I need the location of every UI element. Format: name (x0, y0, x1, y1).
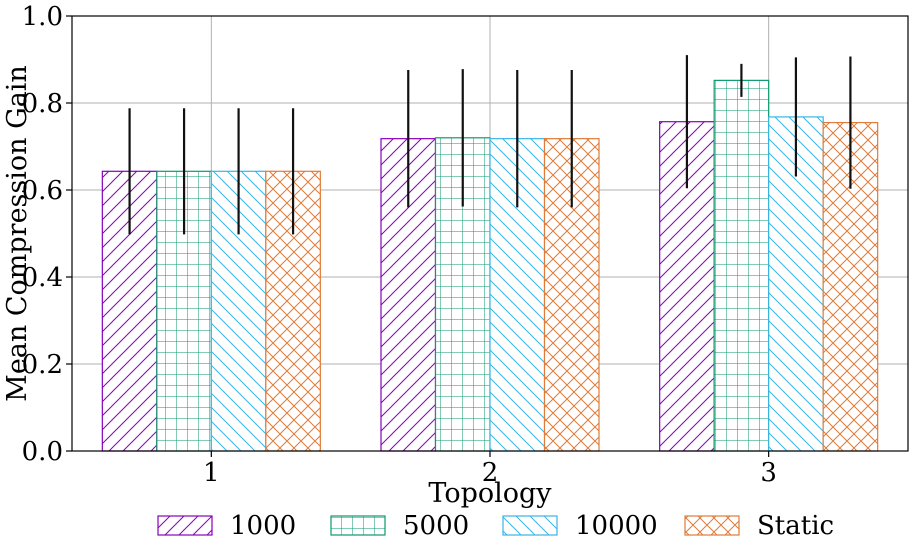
x-tick-label: 3 (760, 458, 777, 488)
error-bars (128, 55, 852, 235)
x-axis-title: Topology (428, 478, 552, 509)
y-tick-label: 0.4 (22, 263, 63, 293)
legend-swatch (684, 515, 740, 536)
legend: 1000 5000 10000 Static (157, 511, 834, 541)
x-tick-label: 1 (203, 458, 220, 488)
x-tick-label: 2 (482, 458, 499, 488)
legend-swatch (330, 515, 386, 536)
y-tick-label: 0.2 (22, 350, 63, 380)
legend-label: 1000 (230, 511, 296, 541)
legend-item-static: Static (684, 511, 834, 541)
legend-swatch (157, 515, 213, 536)
y-tick-label: 0.0 (22, 437, 63, 467)
legend-label: 5000 (403, 511, 469, 541)
y-tick-label: 1.0 (22, 2, 63, 32)
legend-swatch (502, 515, 558, 536)
y-tick-label: 0.6 (22, 176, 63, 206)
y-axis-title: Mean Compression Gain (2, 65, 33, 402)
axis-ticks: 0.0 0.2 0.4 0.6 0.8 1.0 1 2 3 (22, 2, 777, 488)
legend-item-1000: 1000 (157, 511, 296, 541)
bar-5000-3 (713, 79, 770, 452)
legend-item-10000: 10000 (502, 511, 658, 541)
legend-label: 10000 (575, 511, 658, 541)
y-tick-label: 0.8 (22, 89, 63, 119)
legend-label: Static (757, 511, 834, 541)
legend-item-5000: 5000 (330, 511, 469, 541)
